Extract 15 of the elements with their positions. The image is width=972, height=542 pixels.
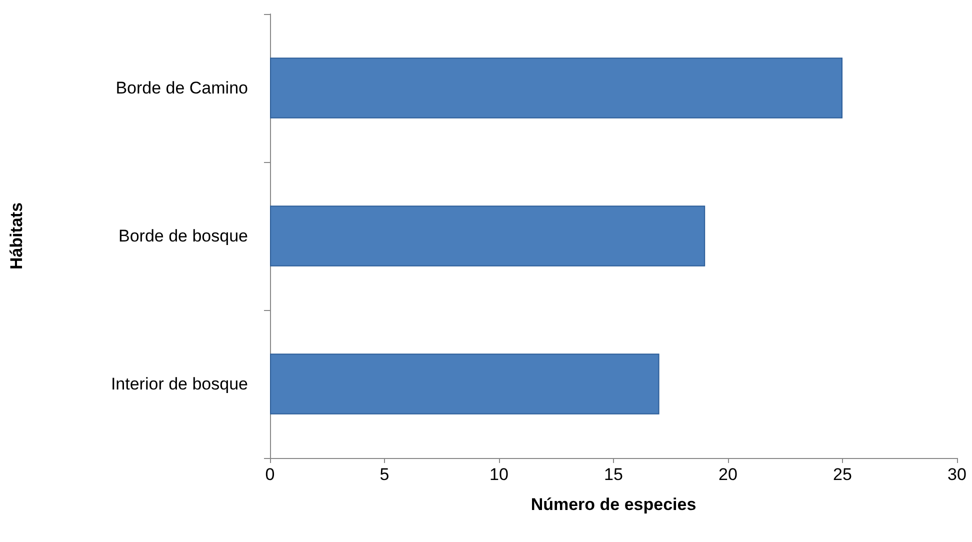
x-tick-label: 0: [265, 465, 275, 484]
y-tick-label: Borde de Camino: [116, 78, 248, 98]
x-axis-title: Número de especies: [530, 495, 696, 514]
x-tick-label: 30: [948, 465, 966, 484]
y-tick-label: Borde de bosque: [118, 226, 248, 246]
x-tick-label: 25: [833, 465, 852, 484]
x-tick-label: 15: [604, 465, 623, 484]
bar: [270, 58, 842, 118]
y-axis-title: Hábitats: [7, 202, 26, 270]
x-tick-label: 10: [490, 465, 508, 484]
y-tick-label: Interior de bosque: [110, 374, 248, 394]
bar: [270, 354, 660, 414]
x-tick-label: 5: [380, 465, 390, 484]
bar: [270, 206, 706, 266]
x-tick-label: 20: [718, 465, 738, 484]
